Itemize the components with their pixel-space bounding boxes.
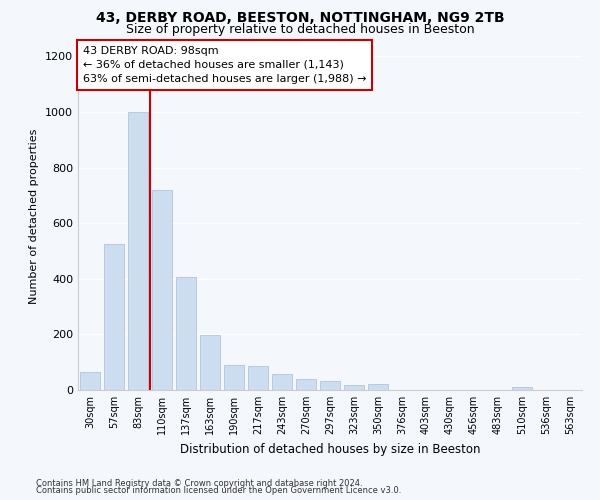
Bar (224, 365, 244, 390)
Bar (176, 278, 196, 390)
Bar (272, 374, 292, 390)
Text: Size of property relative to detached houses in Beeston: Size of property relative to detached ho… (125, 22, 475, 36)
Text: 43 DERBY ROAD: 98sqm
← 36% of detached houses are smaller (1,143)
63% of semi-de: 43 DERBY ROAD: 98sqm ← 36% of detached h… (83, 46, 367, 84)
Bar (248, 366, 268, 390)
Bar (512, 386, 532, 390)
Bar (344, 386, 364, 390)
Bar (320, 381, 340, 390)
Text: Contains public sector information licensed under the Open Government Licence v3: Contains public sector information licen… (36, 486, 401, 495)
Y-axis label: Number of detached properties: Number of detached properties (29, 128, 40, 304)
Bar (128, 112, 148, 390)
Bar (104, 244, 124, 390)
Bar (368, 384, 388, 390)
Bar (296, 379, 316, 390)
Bar (152, 190, 172, 390)
Text: Contains HM Land Registry data © Crown copyright and database right 2024.: Contains HM Land Registry data © Crown c… (36, 478, 362, 488)
X-axis label: Distribution of detached houses by size in Beeston: Distribution of detached houses by size … (180, 442, 480, 456)
Text: 43, DERBY ROAD, BEESTON, NOTTINGHAM, NG9 2TB: 43, DERBY ROAD, BEESTON, NOTTINGHAM, NG9… (95, 12, 505, 26)
Bar (80, 372, 100, 390)
Bar (200, 335, 220, 390)
